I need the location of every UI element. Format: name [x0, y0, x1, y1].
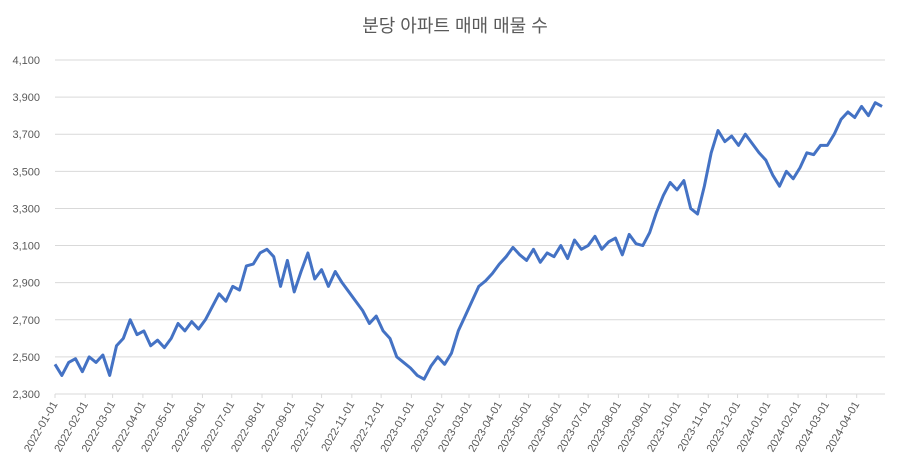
y-tick-label: 3,500 — [12, 166, 40, 178]
y-tick-label: 3,900 — [12, 92, 40, 104]
y-tick-label: 3,700 — [12, 129, 40, 141]
y-tick-label: 2,700 — [12, 315, 40, 327]
y-tick-label: 4,100 — [12, 55, 40, 67]
y-tick-label: 3,100 — [12, 241, 40, 253]
y-tick-label: 2,900 — [12, 278, 40, 290]
chart-title: 분당 아파트 매매 매물 수 — [362, 16, 548, 36]
y-tick-label: 2,300 — [12, 389, 40, 401]
y-tick-label: 3,300 — [12, 203, 40, 215]
data-line — [53, 101, 883, 381]
y-tick-label: 2,500 — [12, 352, 40, 364]
